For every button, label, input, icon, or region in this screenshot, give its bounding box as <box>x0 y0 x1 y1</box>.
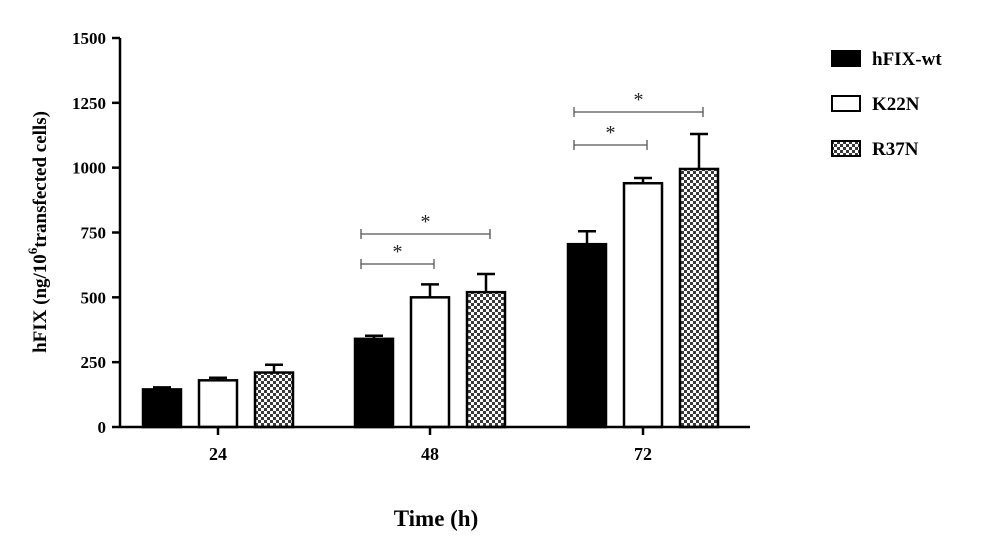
significance-star: * <box>421 211 431 233</box>
y-tick-label: 0 <box>98 418 107 437</box>
significance-star: * <box>393 241 403 263</box>
y-axis-title: hFIX (ng/106transfected cells) <box>25 111 51 353</box>
legend-swatch-k22n <box>831 95 861 112</box>
y-tick-label: 1000 <box>72 159 106 178</box>
legend-swatch-r37n <box>831 140 861 157</box>
significance-brackets: * * * * <box>360 89 704 269</box>
x-tick-label: 72 <box>634 444 652 464</box>
x-axis-title: Time (h) <box>394 506 479 531</box>
bars <box>141 167 720 429</box>
bar-hfix-wt-24 <box>141 388 183 429</box>
legend-label-k22n: K22N <box>872 94 920 115</box>
y-tick-label: 500 <box>81 288 107 307</box>
y-tick-label: 1250 <box>72 94 106 113</box>
x-tick-label: 48 <box>421 444 439 464</box>
y-tick-label: 1500 <box>72 29 106 48</box>
significance-star: * <box>634 89 644 111</box>
x-axis-ticks: 24 48 72 <box>209 427 652 464</box>
error-bars <box>153 132 708 390</box>
y-axis-title-tail: transfected cells) <box>30 111 51 248</box>
bar-hfix-wt-72 <box>566 242 608 429</box>
y-axis-ticks: 0 250 500 750 1000 1250 1500 <box>72 29 120 437</box>
legend-swatch-hfix-wt <box>831 50 861 67</box>
x-tick-label: 24 <box>209 444 227 464</box>
bar-r37n-48 <box>465 290 507 429</box>
bar-k22n-24 <box>197 379 239 429</box>
y-axis-title-main: hFIX (ng/10 <box>30 254 51 353</box>
bar-k22n-72 <box>622 181 664 429</box>
legend-label-r37n: R37N <box>872 139 919 160</box>
significance-star: * <box>606 122 616 144</box>
y-tick-label: 250 <box>81 353 107 372</box>
bar-hfix-wt-48 <box>353 337 395 429</box>
y-axis-title-superscript: 6 <box>25 247 40 254</box>
bar-r37n-24 <box>253 371 295 429</box>
y-tick-label: 750 <box>81 224 107 243</box>
legend: hFIX-wt K22N R37N <box>831 49 942 160</box>
legend-label-hfix-wt: hFIX-wt <box>872 49 942 70</box>
bar-k22n-48 <box>409 296 451 429</box>
bar-r37n-72 <box>678 167 720 429</box>
